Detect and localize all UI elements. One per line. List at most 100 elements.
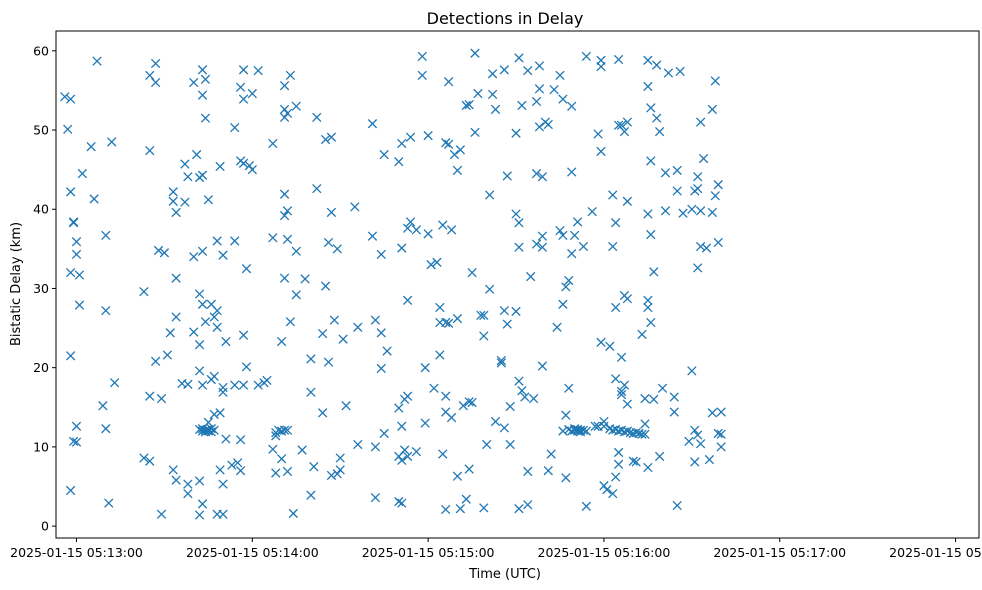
data-point-297 <box>534 122 545 132</box>
data-point-305 <box>546 449 556 459</box>
data-point-415 <box>675 66 685 77</box>
data-point-254 <box>470 127 480 138</box>
data-point-82 <box>209 409 219 420</box>
data-point-207 <box>402 223 413 233</box>
data-point-152 <box>285 70 296 81</box>
data-point-375 <box>622 196 633 206</box>
data-point-318 <box>564 383 574 393</box>
data-point-323 <box>572 217 583 227</box>
data-point-27 <box>139 286 149 297</box>
data-point-177 <box>332 469 342 479</box>
data-point-363 <box>613 447 624 458</box>
data-point-237 <box>446 225 457 235</box>
data-point-393 <box>643 295 653 306</box>
data-point-94 <box>218 509 228 519</box>
data-point-291 <box>528 393 539 404</box>
data-point-249 <box>464 397 474 407</box>
data-point-308 <box>555 70 565 81</box>
data-point-5 <box>68 217 79 227</box>
data-point-346 <box>599 421 609 431</box>
data-point-174 <box>326 470 337 481</box>
data-point-51 <box>180 197 190 207</box>
data-point-394 <box>643 302 653 313</box>
y-tick-label-1: 10 <box>33 439 49 454</box>
data-point-313 <box>558 426 568 436</box>
data-point-219 <box>423 130 433 141</box>
data-point-342 <box>596 61 606 72</box>
data-point-403 <box>652 113 662 123</box>
data-point-212 <box>405 217 416 227</box>
data-point-43 <box>168 196 178 206</box>
data-point-13 <box>68 436 79 447</box>
data-point-187 <box>370 315 381 325</box>
data-point-360 <box>613 54 624 65</box>
data-point-256 <box>476 310 486 321</box>
data-point-295 <box>534 61 545 71</box>
data-point-220 <box>423 229 433 239</box>
data-point-378 <box>622 426 633 436</box>
data-point-377 <box>622 399 633 409</box>
data-point-195 <box>382 346 392 356</box>
data-point-73 <box>200 74 211 84</box>
data-point-343 <box>596 146 606 157</box>
data-point-282 <box>514 376 524 386</box>
data-point-84 <box>212 305 222 316</box>
data-point-439 <box>713 180 723 190</box>
data-point-347 <box>599 481 609 491</box>
data-point-130 <box>268 138 278 149</box>
data-point-401 <box>649 394 659 405</box>
data-point-142 <box>279 189 290 199</box>
data-point-310 <box>558 94 568 104</box>
data-point-87 <box>215 161 225 172</box>
y-axis-label: Bistatic Delay (km) <box>9 222 24 346</box>
data-point-286 <box>520 392 530 402</box>
data-point-319 <box>567 167 577 177</box>
data-point-224 <box>435 302 445 313</box>
data-point-28 <box>139 453 149 463</box>
data-point-275 <box>505 401 515 412</box>
data-point-276 <box>511 128 521 138</box>
data-point-196 <box>394 157 404 167</box>
data-point-23 <box>101 424 111 434</box>
data-point-40 <box>162 350 173 360</box>
data-point-243 <box>455 145 466 155</box>
data-point-383 <box>631 427 641 438</box>
data-point-434 <box>707 104 718 115</box>
data-point-250 <box>464 464 474 474</box>
data-point-175 <box>329 315 340 325</box>
data-point-326 <box>581 501 592 511</box>
data-point-161 <box>306 490 316 500</box>
data-point-304 <box>543 466 553 476</box>
data-point-209 <box>402 391 413 401</box>
data-point-411 <box>669 407 679 417</box>
data-point-141 <box>279 210 290 221</box>
data-point-271 <box>499 423 509 433</box>
data-point-125 <box>247 88 257 99</box>
data-point-184 <box>353 439 363 450</box>
data-point-30 <box>145 456 155 466</box>
data-point-337 <box>581 426 592 436</box>
data-point-16 <box>77 168 88 179</box>
data-point-272 <box>502 319 512 329</box>
data-point-37 <box>156 393 167 404</box>
data-point-390 <box>643 55 653 65</box>
data-point-353 <box>608 241 618 252</box>
data-point-419 <box>687 366 697 376</box>
data-point-380 <box>628 456 638 466</box>
data-point-22 <box>101 305 111 316</box>
data-point-118 <box>238 158 249 168</box>
data-point-24 <box>104 498 114 508</box>
data-point-309 <box>555 225 565 236</box>
data-point-322 <box>569 230 580 241</box>
data-point-281 <box>514 242 524 252</box>
data-point-217 <box>420 418 430 428</box>
data-point-290 <box>526 271 536 282</box>
data-point-45 <box>171 207 181 218</box>
data-point-367 <box>616 389 627 400</box>
data-point-230 <box>441 317 451 328</box>
y-tick-label-5: 50 <box>33 123 49 138</box>
data-point-107 <box>227 460 237 470</box>
data-point-6 <box>71 237 82 247</box>
x-tick-label-0: 2025-01-15 05:13:00 <box>10 545 143 560</box>
